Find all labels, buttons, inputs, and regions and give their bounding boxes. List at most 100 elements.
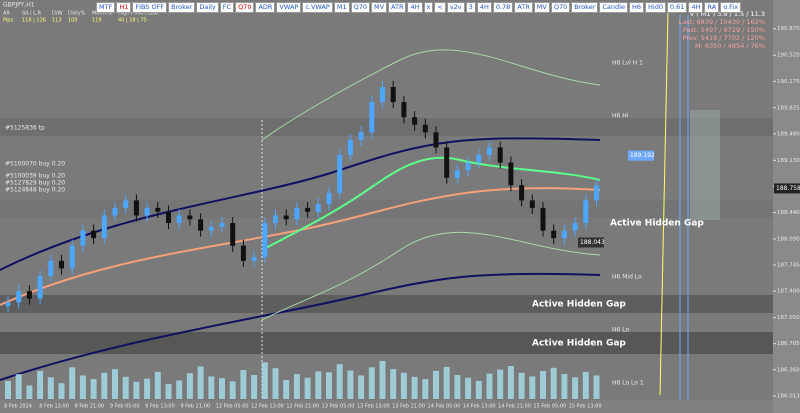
y-tick-label: 189.825 (777, 105, 800, 111)
volume-bar (582, 371, 589, 399)
level-label: H6 Lo Lo 1 (612, 380, 644, 387)
candle-body (155, 207, 161, 212)
y-tick-label: 189.480 (777, 131, 800, 137)
candle-body (187, 215, 193, 220)
toolbar-button[interactable]: 4H (476, 2, 492, 13)
y-tick-label: 187.400 (777, 289, 800, 295)
annotation: Active Hidden Gap (532, 300, 626, 310)
volume-bar (261, 362, 268, 399)
toolbar-button[interactable]: Hid0 (645, 2, 666, 13)
candle-body (294, 207, 300, 220)
toolbar-button[interactable]: MV (370, 2, 388, 13)
volume-bar (37, 370, 44, 399)
toolbar-button[interactable]: VWAP (276, 2, 302, 13)
x-tick-label: 13 Feb 21:00 (392, 404, 425, 410)
toolbar-button[interactable]: ATR (514, 2, 533, 13)
candle-body (422, 124, 428, 133)
candle-body (412, 117, 418, 125)
candle-body (347, 139, 353, 156)
volume-bar (540, 370, 546, 399)
toolbar-button[interactable]: Candle (599, 2, 628, 13)
x-tick-label: 8 Feb 2024 (4, 404, 32, 410)
x-tick-label: 8 Feb 13:00 (39, 404, 69, 410)
stats-header: D/W (52, 11, 63, 17)
volume-bar (433, 370, 439, 399)
price-box-label: 189.192 (630, 152, 655, 159)
volume-bar (208, 376, 215, 399)
x-tick-label: 9 Feb 05:00 (110, 404, 140, 410)
toolbar-button[interactable]: < (434, 2, 446, 13)
order-label: #5125836 tp (5, 125, 45, 132)
volume-bar (593, 375, 600, 399)
candle-body (519, 185, 525, 201)
x-tick-label: 14 Feb 05:00 (428, 404, 461, 410)
candle-body (380, 86, 385, 103)
volume-bar (229, 381, 236, 399)
volume-bar (58, 383, 65, 399)
candle-body (476, 155, 482, 163)
volume-bar (272, 368, 279, 399)
volume-bar (293, 374, 300, 399)
toolbar-button[interactable]: ADR (255, 2, 276, 13)
toolbar-button[interactable]: Daily (196, 2, 219, 13)
x-tick-label: 14 Feb 13:00 (463, 404, 496, 410)
toolbar-button[interactable]: v2v (446, 2, 465, 13)
toolbar-button[interactable]: Broker (168, 2, 196, 13)
toolbar-button[interactable]: Q70 (235, 2, 255, 13)
volume-bar (69, 367, 76, 399)
stats-value: 40 | 18 | 75 (118, 18, 147, 24)
x-tick-label: 9 Feb 13:00 (145, 404, 175, 410)
price-box-label: 188.758 (776, 185, 800, 192)
volume-bar (197, 366, 204, 399)
toolbar: MTF H1 FIBS OFF Broker Daily FC Q70 ADR VWAP c.VW… (96, 2, 742, 13)
y-tick-label: 190.175 (777, 79, 800, 85)
toolbar-button[interactable]: H6 (628, 2, 644, 13)
candle-body (465, 162, 471, 171)
volume-profile (690, 110, 720, 220)
toolbar-button[interactable]: 0.61 (666, 2, 688, 13)
toolbar-button[interactable]: Broker (571, 2, 599, 13)
toolbar-button[interactable]: MTF (96, 2, 116, 13)
price-box-label: 188.043 (580, 239, 605, 246)
toolbar-button[interactable]: Q70 (350, 2, 370, 13)
price-box (774, 183, 800, 194)
toolbar-button[interactable]: FC (219, 2, 235, 13)
x-tick-label: 12 Feb 21:00 (286, 404, 319, 410)
toolbar-button[interactable]: ATR (388, 2, 407, 13)
zone (0, 295, 773, 313)
annotation: Active Hidden Gap (610, 219, 704, 229)
toolbar-button[interactable]: 3 (465, 2, 476, 13)
toolbar-button[interactable]: c.VWAP (302, 2, 333, 13)
y-tick-label: 189.130 (777, 158, 800, 164)
y-tick-label: 187.050 (777, 315, 800, 321)
info-line: Last: 6839 / 10430 / 162% (679, 18, 765, 26)
volume-bar (572, 377, 579, 399)
toolbar-button[interactable]: FIBS OFF (132, 2, 168, 13)
level-label: H6 Lvl H 1 (612, 60, 643, 67)
volume-bar (411, 376, 418, 399)
x-tick-label: 14 Feb 21:00 (498, 404, 531, 410)
candle-body (369, 102, 375, 133)
indicator (261, 156, 601, 251)
toolbar-button[interactable]: 4H (688, 2, 704, 13)
price-axis (773, 0, 800, 413)
toolbar-button[interactable]: M1 (333, 2, 350, 13)
toolbar-button[interactable]: H1 (116, 2, 132, 13)
order-label: #5100039 buy 0.20 (5, 173, 65, 180)
toolbar-button[interactable]: 0.78 (492, 2, 514, 13)
toolbar-button[interactable]: RA (704, 2, 720, 13)
toolbar-button[interactable]: o.Fix (720, 2, 742, 13)
order-label: #5124848 buy 0.20 (5, 187, 65, 194)
toolbar-button[interactable]: Q70 (550, 2, 571, 13)
x-tick-label: 8 Feb 21:00 (75, 404, 105, 410)
candle-body (572, 223, 578, 231)
candle-body (112, 207, 118, 216)
x-tick-label: 15 Feb 13:00 (569, 404, 602, 410)
symbol: GBPJPY,H1 (3, 2, 35, 9)
toolbar-button[interactable]: x (423, 2, 434, 13)
toolbar-button[interactable]: 4H (407, 2, 423, 13)
x-tick-label: 13 Feb 13:00 (357, 404, 390, 410)
toolbar-button[interactable]: MV (533, 2, 550, 13)
volume-bar (358, 375, 365, 399)
